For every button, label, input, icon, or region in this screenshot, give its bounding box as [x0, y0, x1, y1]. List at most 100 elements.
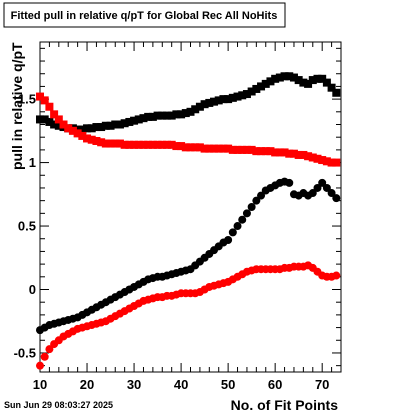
- data-point: [224, 236, 233, 244]
- y-tick-labels: -0.5 0 0.5 1 1.5: [14, 92, 36, 361]
- title-box: Fitted pull in relative q/pT for Global …: [3, 2, 286, 28]
- data-point: [73, 129, 82, 138]
- series-2: [36, 92, 341, 167]
- data-point: [36, 115, 44, 124]
- data-point: [261, 79, 270, 88]
- data-point: [247, 203, 256, 211]
- data-point: [45, 345, 54, 354]
- axis-ticks: [39, 42, 342, 372]
- data-point: [247, 87, 256, 96]
- data-point: [308, 153, 317, 162]
- data-point: [97, 138, 106, 147]
- data-point: [54, 121, 63, 130]
- data-point: [50, 120, 59, 129]
- data-point: [144, 112, 153, 121]
- data-point: [238, 145, 247, 154]
- data-point: [172, 142, 181, 151]
- data-point: [271, 148, 280, 157]
- data-point: [36, 361, 44, 370]
- data-point: [83, 134, 92, 143]
- data-point: [78, 131, 87, 140]
- data-point: [257, 147, 266, 156]
- series-3: [36, 177, 341, 335]
- data-point: [224, 144, 233, 153]
- data-point: [40, 96, 49, 105]
- data-point: [238, 215, 247, 224]
- data-point: [115, 139, 124, 148]
- data-point: [45, 117, 54, 126]
- data-point: [134, 140, 143, 149]
- data-point: [313, 74, 322, 83]
- data-point: [214, 96, 223, 105]
- y-tick-label: 1: [29, 155, 36, 170]
- data-point: [120, 140, 129, 149]
- data-point: [158, 111, 167, 120]
- data-point: [153, 111, 162, 120]
- y-tick-label: -0.5: [14, 345, 36, 360]
- data-point: [172, 110, 181, 119]
- x-tick-label: 40: [174, 377, 188, 392]
- data-point: [148, 112, 157, 121]
- data-point: [322, 78, 331, 87]
- data-point: [139, 140, 148, 149]
- data-point: [125, 140, 134, 149]
- data-point: [78, 125, 87, 134]
- data-point: [228, 228, 237, 237]
- data-point: [289, 149, 298, 158]
- x-axis-label: No. of Fit Points: [231, 397, 339, 413]
- data-point: [327, 189, 336, 198]
- data-point: [318, 156, 327, 165]
- data-point: [186, 143, 195, 152]
- data-point: [106, 139, 115, 148]
- data-point: [266, 147, 275, 156]
- data-point: [228, 93, 237, 102]
- data-point: [144, 140, 153, 149]
- data-point: [332, 271, 341, 280]
- data-point: [210, 144, 219, 153]
- data-point: [214, 144, 223, 153]
- data-point: [111, 120, 120, 129]
- data-point: [200, 144, 209, 153]
- data-point: [294, 76, 303, 85]
- data-point: [332, 194, 341, 203]
- data-point: [195, 143, 204, 152]
- data-point: [167, 111, 176, 120]
- data-point: [299, 150, 308, 159]
- data-point: [40, 352, 49, 361]
- data-point: [177, 110, 186, 119]
- data-point: [106, 121, 115, 130]
- data-point: [257, 191, 266, 200]
- data-point: [308, 189, 317, 198]
- data-point: [36, 92, 44, 101]
- data-point: [280, 148, 289, 157]
- data-point: [318, 74, 327, 83]
- data-point: [257, 82, 266, 91]
- data-markers: [36, 72, 341, 370]
- data-point: [191, 143, 200, 152]
- data-point: [186, 107, 195, 116]
- data-point: [205, 98, 214, 107]
- data-point: [125, 117, 134, 126]
- data-point: [120, 119, 129, 128]
- data-point: [285, 149, 294, 158]
- data-point: [87, 124, 96, 133]
- data-point: [87, 135, 96, 144]
- data-point: [238, 91, 247, 100]
- data-point: [332, 88, 341, 97]
- data-point: [92, 123, 101, 132]
- data-point: [271, 74, 280, 83]
- data-point: [167, 140, 176, 149]
- data-point: [111, 139, 120, 148]
- data-point: [313, 183, 322, 192]
- data-point: [327, 83, 336, 92]
- data-point: [177, 142, 186, 151]
- timestamp: Sun Jun 29 08:03:27 2025: [4, 400, 113, 410]
- y-tick-label: 0: [29, 282, 36, 297]
- data-point: [205, 144, 214, 153]
- data-point: [327, 158, 336, 167]
- data-point: [92, 137, 101, 145]
- data-point: [219, 144, 228, 153]
- data-point: [162, 111, 171, 120]
- data-point: [233, 145, 242, 154]
- data-point: [50, 110, 59, 119]
